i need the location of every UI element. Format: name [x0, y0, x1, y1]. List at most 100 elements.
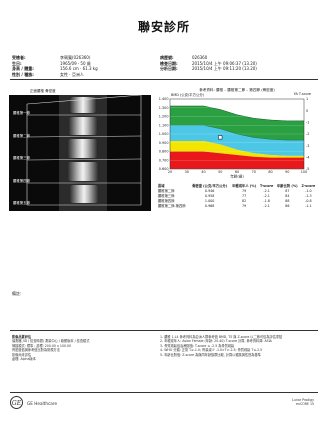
y-tick-label: 0.800	[159, 150, 169, 154]
footer-left-notes: 影像品質評估 偵測器 /ID / 檢查時間/ 測量中心 / 軟體版本 / 檢查模…	[12, 335, 152, 361]
table-cell: 84	[285, 193, 290, 198]
band-reference	[170, 125, 304, 156]
field-value: 156.6 cm · 61.3 kg	[60, 66, 98, 72]
field-value: 026360	[192, 55, 208, 60]
table-cell: -2.1	[263, 193, 270, 198]
table-cell: 1.000	[204, 198, 215, 203]
software-version: enCORE 15	[295, 402, 314, 406]
table-header: T-score	[260, 183, 274, 188]
x-tick-label: 60	[235, 170, 239, 174]
table-header: 區域	[158, 184, 165, 188]
t-score-label: YA T-score	[293, 92, 311, 96]
table-cell: 腰椎第四節	[158, 199, 175, 203]
vertebra-label: 腰椎第二節	[13, 134, 30, 138]
vertebra-label: 腰椎第一節	[13, 111, 30, 115]
y-tick-label: 1.100	[159, 123, 169, 127]
table-cell: 79	[242, 203, 247, 208]
table-cell: 79	[242, 188, 247, 193]
x-tick-label: 90	[285, 170, 289, 174]
results-table: 區域 骨密度 (公克/平方公分) 年輕成年人 (%) T-score 年齡比對 …	[157, 183, 317, 209]
table-cell: 0.958	[204, 193, 215, 198]
table-cell: -0.8	[305, 198, 312, 203]
field-label: 分析日期:	[160, 66, 178, 72]
table-cell: 88	[285, 198, 290, 203]
footer-line: 處理: Alpha版本	[12, 357, 36, 362]
table-header: 年輕成年人 (%)	[232, 184, 257, 188]
field-value: 1965/09 · 50 歲	[60, 60, 91, 66]
field-label: 檢查日期:	[160, 60, 178, 66]
table-row: 腰椎第二節-第四節 0.968 79 -2.1 86 -1.1	[157, 203, 317, 209]
field-label: 性別 / 種族:	[12, 71, 34, 77]
table-header: 年齡比對 (%)	[277, 184, 298, 188]
t-score-tick-label: -2	[306, 132, 309, 136]
table-cell: 86	[285, 203, 290, 208]
t-score-tick-label: -5	[306, 167, 309, 171]
chart-axis-labels: BMD (公克/平方公分) YA T-score	[157, 92, 317, 97]
band-normal	[170, 106, 304, 141]
x-tick-label: 50	[218, 170, 222, 174]
footer-line: 影像品質評估	[12, 335, 32, 339]
x-tick-label: 70	[252, 170, 256, 174]
x-tick-label: 100	[301, 170, 307, 174]
y-tick-label: 1.000	[159, 132, 169, 136]
table-cell: -1.1	[305, 203, 312, 208]
t-score-tick-label: 1	[306, 97, 308, 101]
field-label: 生日:	[12, 60, 22, 66]
field-label: 身高 / 體重:	[12, 66, 34, 72]
plot-frame	[169, 98, 305, 170]
chart-title: 參考資料: 腰椎 – 腰椎第二節 – 第四節 (骨密度)	[199, 88, 275, 92]
band-curve	[170, 105, 304, 122]
ge-logo-icon: GE	[10, 396, 23, 409]
table-cell: 82	[242, 198, 247, 203]
field-value: 李珮寬(026360)	[60, 55, 91, 60]
table-cell: 0.968	[204, 203, 215, 208]
table-cell: -1.0	[305, 188, 312, 193]
divider	[10, 79, 318, 80]
x-tick-label: 40	[201, 170, 205, 174]
patient-info-left: 受檢者: 李珮寬(026360) 生日: 1965/09 · 50 歲 身高 / 體…	[12, 55, 120, 77]
divider	[10, 330, 318, 331]
table-cell: -1.8	[263, 198, 270, 203]
device-info: Lunar Prodigy enCORE 15	[292, 398, 314, 406]
bmd-reference-chart: 0.600 0.700 0.800 0.900 1.000 1.100 1.200 1.300…	[159, 97, 310, 179]
x-axis-label: 年齡(歲)	[230, 174, 244, 179]
table-cell: -1.3	[305, 193, 312, 198]
x-tick-label: 20	[168, 170, 172, 174]
y-tick-label: 1.200	[159, 115, 169, 119]
footer-line: 掃描模式: 標準 ; 游標: 200.00 x 100.00	[12, 343, 71, 348]
field-value: 女性 · 亞洲人	[60, 71, 84, 77]
image-caption: 正面腰椎 骨密度	[30, 89, 56, 93]
footer-line: 偵測器 /ID / 檢查時間/ 測量中心 / 軟體版本 / 檢查模式	[12, 339, 90, 344]
footer-right-notes: 1- 腰椎 1-L4 參考資料為亞洲人群參考值 BMD, TS 與 Z-scor…	[160, 335, 318, 357]
table-row: 腰椎第四節 1.000 82 -1.8 88 -0.8	[157, 198, 317, 204]
table-row: 腰椎第三節 0.958 77 -2.1 84 -1.3	[157, 193, 317, 199]
notes-label: 備註:	[12, 291, 22, 296]
patient-marker	[218, 135, 223, 140]
x-tick-label: 30	[185, 170, 189, 174]
t-score-tick-label: 0	[306, 109, 308, 113]
table-cell: 87	[285, 188, 290, 193]
device-name: Lunar Prodigy	[292, 398, 314, 402]
table-header: 骨密度 (公克/平方公分)	[192, 184, 228, 188]
y-tick-label: 0.600	[159, 167, 169, 171]
footer-line: 1- 腰椎 1-L4 參考資料為亞洲人群參考值 BMD, TS 與 Z-scor…	[160, 335, 283, 339]
spine-graphic	[9, 95, 151, 211]
field-label: 病歷號:	[160, 55, 174, 60]
table-header: Z-score	[301, 183, 316, 188]
footer-line: 3- 骨質疏鬆症治療閾值: T-score ≤ -2.5 為骨質疏鬆	[160, 343, 235, 348]
t-score-tick-label: -3	[306, 144, 309, 148]
spine-scan-image: 腰椎第一節 腰椎第二節 腰椎第三節 腰椎第四節 腰椎第五節	[9, 95, 151, 211]
brand-name: GE Healthcare	[27, 401, 58, 406]
field-label: 受檢者:	[12, 55, 26, 60]
t-score-tick-label: -4	[306, 156, 309, 160]
table-cell: 0.946	[204, 188, 215, 193]
band-low	[170, 141, 304, 158]
footer-line: 影像尚未評估	[12, 352, 32, 357]
y-tick-label: 0.700	[159, 158, 169, 162]
y-tick-label: 1.300	[159, 106, 169, 110]
field-value: 2015/10/4 上午 09:06:37 (13.20)	[192, 60, 257, 66]
clinic-title: 聯安診所	[137, 20, 190, 34]
table-cell: 腰椎第二節	[158, 189, 175, 193]
t-score-tick-label: -1	[306, 121, 309, 125]
